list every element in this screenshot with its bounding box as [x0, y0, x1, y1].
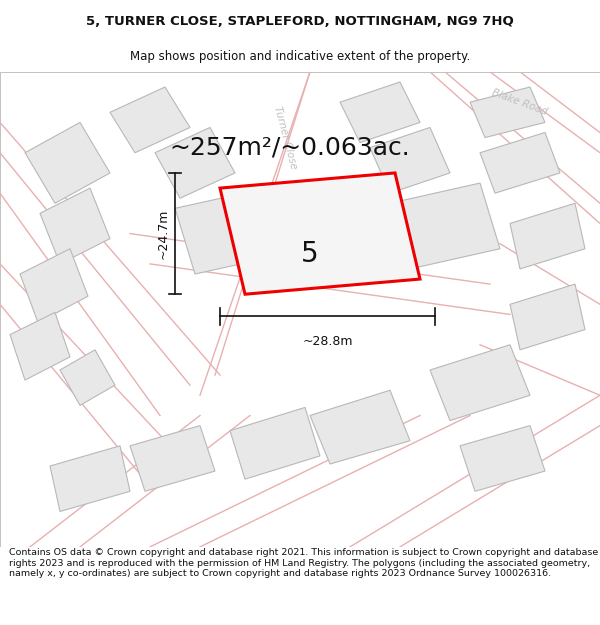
Polygon shape: [230, 408, 320, 479]
Polygon shape: [50, 446, 130, 511]
Text: ~24.7m: ~24.7m: [157, 208, 170, 259]
Polygon shape: [510, 203, 585, 269]
Text: 5: 5: [301, 240, 319, 268]
Polygon shape: [510, 284, 585, 350]
Text: ~28.8m: ~28.8m: [302, 334, 353, 348]
Text: Blake Road: Blake Road: [491, 88, 549, 117]
Polygon shape: [430, 345, 530, 421]
Polygon shape: [480, 132, 560, 193]
Text: Turner Close: Turner Close: [272, 105, 298, 170]
Polygon shape: [175, 183, 310, 274]
Polygon shape: [310, 390, 410, 464]
Polygon shape: [340, 82, 420, 142]
Polygon shape: [40, 188, 110, 264]
Text: Map shows position and indicative extent of the property.: Map shows position and indicative extent…: [130, 49, 470, 62]
Polygon shape: [390, 183, 500, 269]
Polygon shape: [460, 426, 545, 491]
Polygon shape: [10, 312, 70, 380]
Text: Contains OS data © Crown copyright and database right 2021. This information is : Contains OS data © Crown copyright and d…: [9, 549, 598, 578]
Text: ~257m²/~0.063ac.: ~257m²/~0.063ac.: [170, 136, 410, 159]
Polygon shape: [470, 87, 545, 138]
Polygon shape: [25, 122, 110, 203]
Polygon shape: [155, 127, 235, 198]
Polygon shape: [60, 350, 115, 406]
Polygon shape: [130, 426, 215, 491]
Polygon shape: [20, 249, 88, 322]
Polygon shape: [110, 87, 190, 152]
Polygon shape: [220, 173, 420, 294]
Polygon shape: [370, 127, 450, 193]
Text: 5, TURNER CLOSE, STAPLEFORD, NOTTINGHAM, NG9 7HQ: 5, TURNER CLOSE, STAPLEFORD, NOTTINGHAM,…: [86, 15, 514, 28]
